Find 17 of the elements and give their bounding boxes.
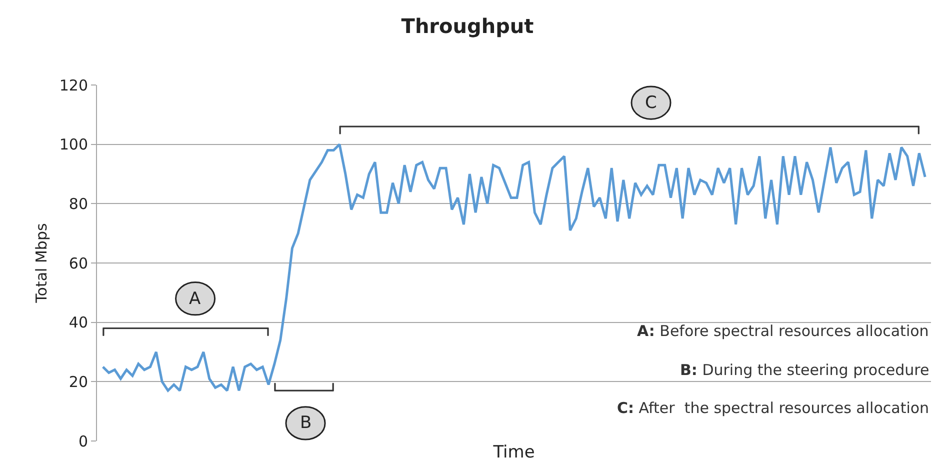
x-axis-title: Time [492, 442, 535, 462]
y-tick-label: 0 [78, 432, 88, 450]
y-tick-label: 80 [68, 194, 88, 213]
annotation: C [645, 93, 657, 113]
y-tick-label: 20 [68, 372, 88, 391]
line-series [102, 143, 926, 392]
annotation: A [189, 289, 201, 309]
y-tick-label: 100 [59, 136, 88, 154]
y-tick-label: 40 [68, 314, 88, 332]
annotation: B: During the steering procedure [680, 361, 930, 379]
chart-title: Throughput [401, 14, 534, 38]
annotation: B [300, 413, 312, 433]
y-tick-label: 120 [59, 76, 88, 94]
y-axis-title: Total Mbps [32, 223, 51, 304]
annotation: C: After the spectral resources allocation [617, 399, 930, 417]
y-tick-label: 60 [68, 254, 88, 272]
annotation: A: Before spectral resources allocation [637, 322, 929, 340]
